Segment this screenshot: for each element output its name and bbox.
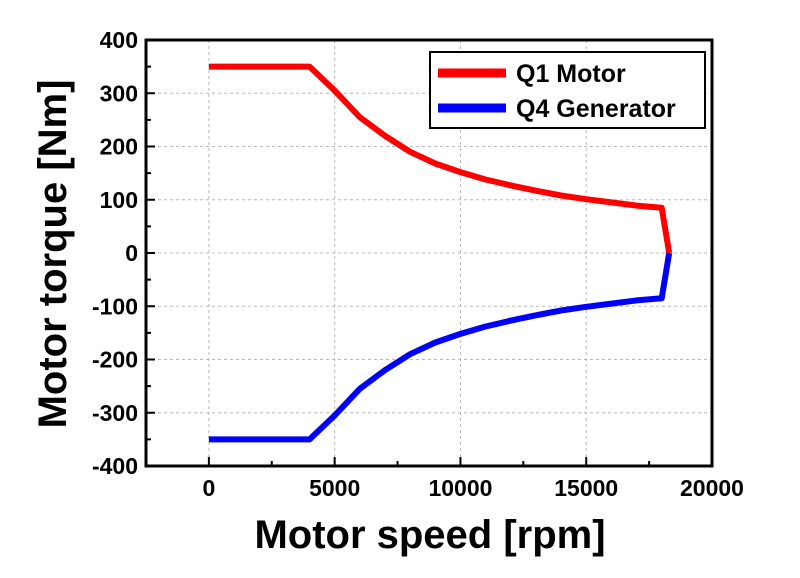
x-tick-label: 15000 <box>554 475 618 501</box>
y-axis-title: Motor torque [Nm] <box>31 80 75 429</box>
legend-label-q1-motor: Q1 Motor <box>516 60 626 88</box>
y-tick-label: 300 <box>100 80 138 106</box>
legend: Q1 Motor Q4 Generator <box>429 51 706 129</box>
legend-box <box>429 51 706 129</box>
y-tick-label: -100 <box>92 293 138 319</box>
series-line-q4-generator <box>208 252 673 443</box>
y-tick-label: -200 <box>92 347 138 373</box>
y-tick-label: 0 <box>125 240 138 266</box>
series-line-q1-motor <box>208 63 673 254</box>
x-tick-label: 5000 <box>309 475 360 501</box>
y-tick-label: -300 <box>92 400 138 426</box>
x-tick-label: 10000 <box>428 475 492 501</box>
x-axis-title: Motor speed [rpm] <box>254 513 605 557</box>
y-tick-label: 400 <box>100 27 138 53</box>
series-lines <box>208 63 673 443</box>
x-tick-label: 0 <box>202 475 215 501</box>
y-tick-label: 200 <box>100 134 138 160</box>
y-tick-label: -400 <box>92 453 138 479</box>
axis-ticks: 0 5000 10000 15000 20000 400 300 200 100 0 -100 -20… <box>92 27 744 501</box>
legend-label-q4-generator: Q4 Generator <box>516 95 676 123</box>
x-tick-label: 20000 <box>680 475 744 501</box>
y-tick-label: 100 <box>100 187 138 213</box>
